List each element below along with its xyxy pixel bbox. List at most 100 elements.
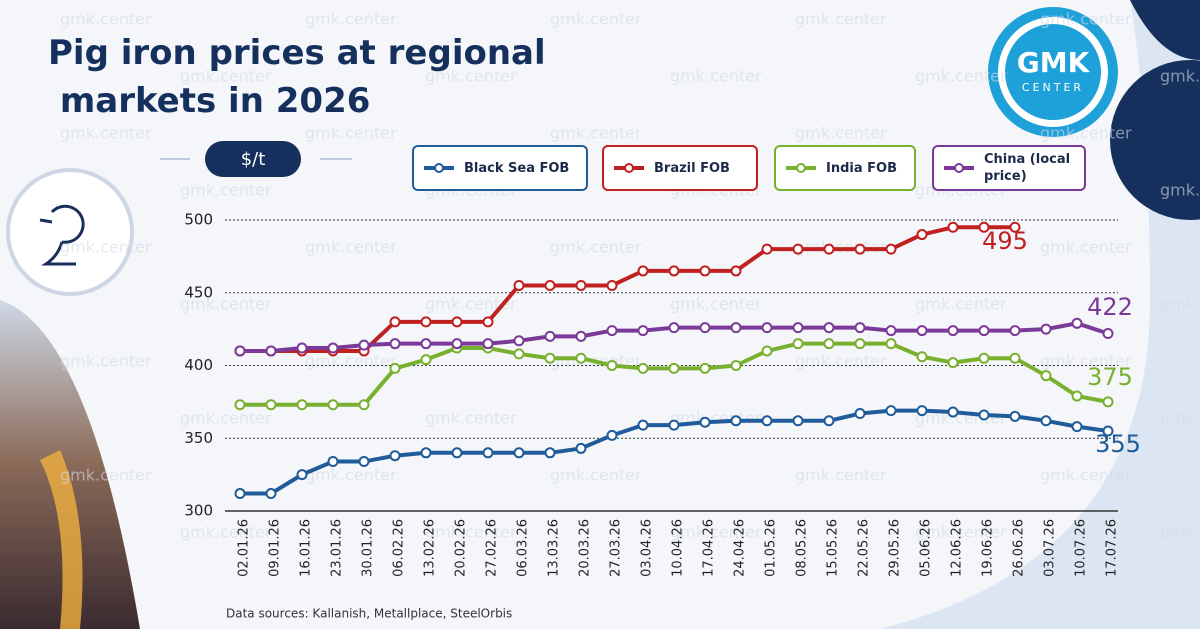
point bbox=[451, 338, 463, 350]
end-label: 422 bbox=[1087, 293, 1133, 321]
x-tick-label: 10.04.26 bbox=[671, 519, 686, 577]
x-tick-label: 27.02.26 bbox=[485, 519, 500, 577]
point bbox=[575, 442, 587, 454]
watermark: gmk.center bbox=[1160, 523, 1200, 542]
point bbox=[637, 265, 649, 277]
point bbox=[606, 429, 618, 441]
watermark: gmk.center bbox=[670, 295, 762, 314]
point bbox=[730, 265, 742, 277]
point bbox=[1009, 221, 1021, 233]
watermark: gmk.center bbox=[60, 10, 152, 29]
point bbox=[699, 265, 711, 277]
point bbox=[420, 447, 432, 459]
x-tick-label: 13.02.26 bbox=[423, 519, 438, 577]
watermark: gmk.center bbox=[305, 352, 397, 371]
x-tick-label: 01.05.26 bbox=[764, 519, 779, 577]
point bbox=[1102, 396, 1114, 408]
x-tick-label: 20.03.26 bbox=[578, 519, 593, 577]
x-tick-label: 09.01.26 bbox=[268, 519, 283, 577]
y-tick-label: 350 bbox=[184, 429, 213, 447]
background-image bbox=[0, 300, 140, 629]
point bbox=[699, 362, 711, 374]
point bbox=[513, 348, 525, 360]
legend-label: Brazil FOB bbox=[654, 160, 730, 176]
point bbox=[947, 406, 959, 418]
point bbox=[575, 330, 587, 342]
point bbox=[637, 419, 649, 431]
watermark: gmk.center bbox=[550, 238, 642, 257]
point bbox=[265, 345, 277, 357]
x-tick-label: 23.01.26 bbox=[330, 519, 345, 577]
x-tick-label: 12.06.26 bbox=[950, 519, 965, 577]
point bbox=[916, 325, 928, 337]
point bbox=[327, 456, 339, 468]
watermark: gmk.center bbox=[425, 523, 517, 542]
watermark: gmk.center bbox=[550, 124, 642, 143]
point bbox=[1040, 323, 1052, 335]
point bbox=[854, 408, 866, 420]
watermark: gmk.center bbox=[1040, 10, 1132, 29]
point bbox=[885, 338, 897, 350]
point bbox=[668, 362, 680, 374]
legend-label: India FOB bbox=[826, 160, 897, 176]
point bbox=[947, 357, 959, 369]
point bbox=[761, 243, 773, 255]
source: Data sources: Kallanish, Metallplace, St… bbox=[226, 607, 512, 621]
point bbox=[947, 325, 959, 337]
point bbox=[482, 316, 494, 328]
point bbox=[792, 322, 804, 334]
watermark: gmk.center bbox=[1040, 466, 1132, 485]
point bbox=[482, 447, 494, 459]
legend-label: Black Sea FOB bbox=[464, 160, 570, 176]
watermark: gmk.center bbox=[1160, 67, 1200, 86]
logo-disc bbox=[1005, 24, 1101, 120]
corner bbox=[1130, 0, 1200, 60]
x-tick-label: 03.07.26 bbox=[1043, 519, 1058, 577]
point bbox=[885, 243, 897, 255]
point bbox=[606, 360, 618, 371]
legend-item: India FOB bbox=[774, 145, 916, 191]
watermark: gmk.center bbox=[305, 10, 397, 29]
point bbox=[668, 322, 680, 334]
end-label: 375 bbox=[1087, 363, 1133, 391]
watermark: gmk.center bbox=[795, 124, 887, 143]
point bbox=[606, 325, 618, 337]
point bbox=[296, 342, 308, 354]
point bbox=[1009, 325, 1021, 337]
point bbox=[327, 399, 339, 411]
x-tick-label: 02.01.26 bbox=[237, 519, 252, 577]
watermark: gmk.center bbox=[795, 238, 887, 257]
point bbox=[389, 338, 401, 350]
chart-title: Pig iron prices at regional markets in 2… bbox=[48, 33, 546, 121]
watermark: gmk.center bbox=[1040, 124, 1132, 143]
point bbox=[420, 338, 432, 350]
watermark: gmk.center bbox=[670, 67, 762, 86]
legend-item: Brazil FOB bbox=[602, 145, 758, 191]
watermark: gmk.center bbox=[425, 67, 517, 86]
x-tick-label: 15.05.26 bbox=[826, 519, 841, 577]
watermark: gmk.center bbox=[1160, 181, 1200, 200]
watermark: gmk.center bbox=[305, 238, 397, 257]
point bbox=[823, 415, 835, 427]
point bbox=[327, 342, 339, 354]
y-tick-label: 450 bbox=[184, 283, 213, 301]
x-tick-label: 17.04.26 bbox=[702, 519, 717, 577]
icon-circle bbox=[6, 168, 134, 296]
point bbox=[544, 447, 556, 459]
point bbox=[420, 316, 432, 328]
point bbox=[1071, 317, 1083, 329]
point bbox=[358, 399, 370, 411]
end-label: 355 bbox=[1095, 430, 1141, 458]
point bbox=[637, 362, 649, 374]
x-tick-label: 06.02.26 bbox=[392, 519, 407, 577]
point bbox=[544, 352, 556, 364]
point bbox=[451, 447, 463, 459]
watermark: gmk.center bbox=[915, 295, 1007, 314]
watermark: gmk.center bbox=[550, 10, 642, 29]
watermark: gmk.center bbox=[180, 409, 272, 428]
legend-swatch bbox=[786, 163, 816, 173]
point bbox=[358, 456, 370, 468]
x-tick-label: 30.01.26 bbox=[361, 519, 376, 577]
x-tick-label: 20.02.26 bbox=[454, 519, 469, 577]
